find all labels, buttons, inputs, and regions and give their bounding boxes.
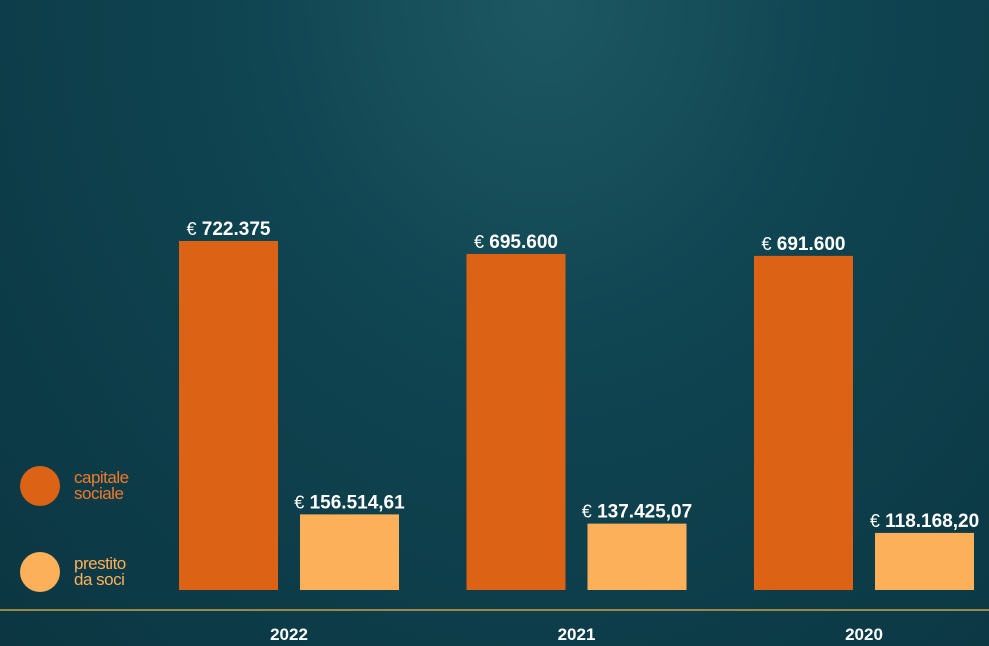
value-text: 722.375 bbox=[202, 219, 271, 240]
x-tick-label: 2020 bbox=[845, 625, 883, 644]
currency-symbol: € bbox=[762, 234, 772, 254]
bar bbox=[467, 254, 566, 590]
x-tick-label: 2022 bbox=[270, 625, 308, 644]
value-label: € 118.168,20 bbox=[870, 511, 979, 532]
bar bbox=[754, 256, 853, 590]
chart: 2022€ 722.375€ 156.514,612021€ 695.600€ … bbox=[0, 0, 989, 646]
bar bbox=[300, 514, 399, 590]
value-text: 691.600 bbox=[777, 234, 846, 255]
currency-symbol: € bbox=[187, 219, 197, 239]
currency-symbol: € bbox=[294, 492, 304, 512]
bar bbox=[588, 524, 687, 590]
value-label: € 695.600 bbox=[474, 232, 558, 253]
value-text: 156.514,61 bbox=[310, 492, 406, 513]
value-label: € 137.425,07 bbox=[582, 502, 692, 523]
currency-symbol: € bbox=[474, 232, 484, 252]
value-label: € 156.514,61 bbox=[294, 492, 405, 513]
value-text: 137.425,07 bbox=[597, 502, 692, 523]
value-text: 118.168,20 bbox=[885, 511, 979, 532]
x-tick-label: 2021 bbox=[558, 625, 596, 644]
bar bbox=[875, 533, 974, 590]
value-text: 695.600 bbox=[489, 232, 558, 253]
currency-symbol: € bbox=[870, 511, 880, 531]
value-label: € 691.600 bbox=[762, 234, 846, 255]
value-label: € 722.375 bbox=[187, 219, 271, 240]
currency-symbol: € bbox=[582, 502, 592, 522]
bar bbox=[179, 241, 278, 590]
page: capitale sociale prestito da soci 2022€ … bbox=[0, 0, 989, 646]
